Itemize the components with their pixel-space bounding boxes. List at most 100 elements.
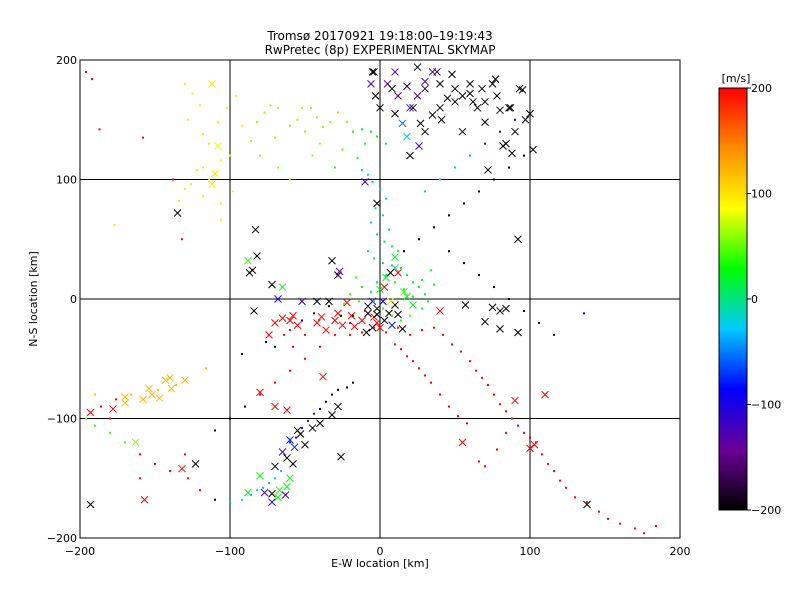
x-marker <box>268 280 276 289</box>
x-marker <box>121 393 129 401</box>
x-marker <box>343 298 351 307</box>
dot-marker <box>433 226 435 229</box>
x-marker <box>358 316 366 325</box>
colorbar-tick-labels: 200 100 0 −100 −200 <box>747 82 781 517</box>
dot-marker <box>523 309 525 312</box>
x-marker <box>145 384 153 393</box>
x-marker <box>398 325 407 333</box>
dot-marker <box>481 376 483 379</box>
dot-marker <box>289 178 291 181</box>
x-marker <box>286 474 294 483</box>
x-marker <box>109 405 117 413</box>
x-marker <box>376 285 384 294</box>
dot-marker <box>385 274 387 277</box>
dot-marker <box>157 388 159 391</box>
dot-marker <box>346 386 348 389</box>
dot-marker <box>451 343 453 346</box>
dot-marker <box>341 148 344 151</box>
dot-marker <box>208 178 210 181</box>
x-marker <box>268 489 276 498</box>
dot-marker <box>523 154 525 157</box>
dot-marker <box>316 116 318 119</box>
dot-marker <box>463 262 465 265</box>
x-marker <box>328 411 336 419</box>
dot-marker <box>130 393 132 396</box>
x-marker <box>208 80 216 88</box>
x-marker <box>458 127 467 136</box>
dot-marker <box>274 345 276 348</box>
dot-marker <box>100 405 102 408</box>
chart-title: Tromsø 20170921 19:18:00–19:19:43 <box>266 29 492 43</box>
x-marker <box>409 103 417 112</box>
x-marker <box>86 408 95 417</box>
dot-marker <box>109 417 111 420</box>
x-marker <box>178 464 186 473</box>
dot-marker <box>343 302 345 305</box>
dot-marker <box>241 498 243 501</box>
dot-marker <box>379 188 381 191</box>
y-axis-label: N-S location [km] <box>27 251 40 347</box>
dot-marker <box>655 525 657 528</box>
colorbar-unit: [m/s] <box>722 72 751 85</box>
dot-marker <box>263 111 266 114</box>
colorbar-tick-label: −200 <box>751 504 781 517</box>
x-marker <box>394 91 402 100</box>
dot-marker <box>220 202 222 205</box>
dot-marker <box>184 188 186 191</box>
dot-marker <box>475 369 477 372</box>
dot-marker <box>538 321 540 324</box>
dot-marker <box>269 104 272 107</box>
dot-marker <box>229 154 231 157</box>
x-marker <box>478 84 486 93</box>
dot-marker <box>329 121 332 124</box>
dot-marker <box>296 118 299 121</box>
dot-marker <box>634 527 636 530</box>
x-marker <box>251 225 260 234</box>
x-marker <box>322 326 330 334</box>
dot-marker <box>412 360 414 363</box>
x-marker <box>380 283 389 291</box>
dot-marker <box>418 367 420 370</box>
x-marker <box>505 103 513 112</box>
x-marker <box>271 462 279 471</box>
dot-marker <box>169 470 171 473</box>
x-marker <box>278 314 287 322</box>
dot-marker <box>319 345 321 348</box>
dot-marker <box>280 470 282 473</box>
x-marker <box>481 317 489 326</box>
x-marker <box>286 316 294 325</box>
dot-marker <box>313 312 315 315</box>
dot-marker <box>139 453 141 456</box>
dot-marker <box>250 140 252 143</box>
x-marker <box>368 297 377 306</box>
dot-marker <box>334 333 336 336</box>
dot-marker <box>388 228 390 231</box>
dot-marker <box>505 410 507 413</box>
dot-marker <box>484 142 486 145</box>
dot-marker <box>391 314 393 317</box>
dot-marker <box>412 281 414 284</box>
dot-marker <box>346 121 348 124</box>
dot-marker <box>304 333 306 336</box>
x-marker <box>379 297 387 306</box>
dot-marker <box>289 441 291 444</box>
x-marker <box>265 330 273 339</box>
x-marker <box>400 287 408 296</box>
x-marker <box>409 301 417 309</box>
dot-marker <box>199 104 201 107</box>
dot-marker <box>352 381 354 384</box>
dot-marker <box>619 522 621 525</box>
dot-marker <box>124 441 126 444</box>
dot-marker <box>220 219 222 222</box>
dot-marker <box>367 250 369 253</box>
x-marker <box>380 316 389 325</box>
dot-marker <box>424 293 426 296</box>
dot-marker <box>142 136 144 139</box>
x-marker <box>391 253 399 262</box>
dot-marker <box>433 283 435 286</box>
dot-marker <box>113 223 116 226</box>
x-marker <box>271 319 279 327</box>
x-marker <box>361 178 369 186</box>
dot-marker <box>412 295 414 298</box>
x-marker <box>362 328 371 337</box>
